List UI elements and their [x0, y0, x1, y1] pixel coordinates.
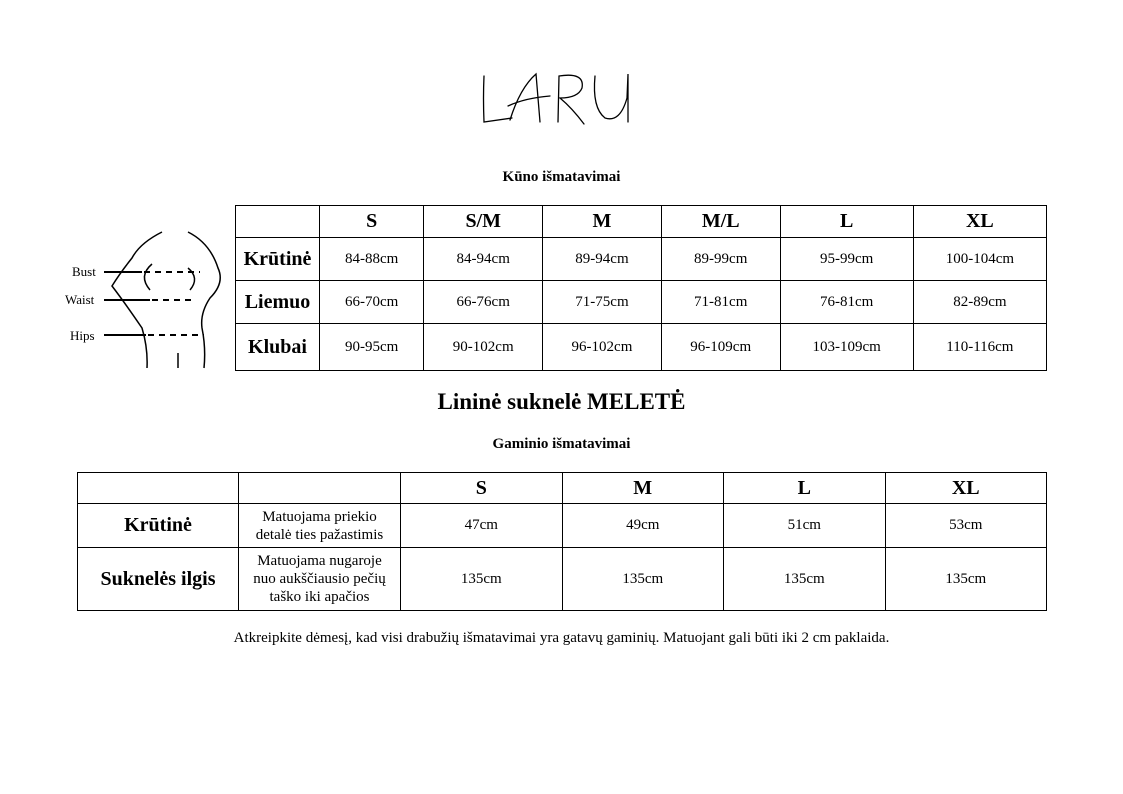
measurement-description: Matuojama nugaroje nuo aukščiausio pečių… [238, 547, 401, 611]
table-cell: 96-102cm [542, 323, 662, 371]
table-cell: 103-109cm [779, 323, 914, 371]
description-line: Matuojama priekio [262, 508, 377, 525]
product-measurements-table: S M L XL Krūtinė Matuojama priekio detal… [77, 472, 1047, 611]
description-line: nuo aukščiausio pečių [253, 571, 386, 587]
row-label: Klubai [235, 323, 320, 371]
empty-header-cell [238, 472, 401, 504]
table-cell: 90-95cm [318, 323, 425, 371]
table-cell: 66-70cm [318, 280, 425, 324]
table-row: Krūtinė 84-88cm 84-94cm 89-94cm 89-99cm … [235, 237, 1048, 281]
row-label: Krūtinė [77, 503, 239, 548]
size-header: S [400, 472, 563, 504]
table-cell: 82-89cm [912, 280, 1048, 324]
empty-header-cell [77, 472, 239, 504]
table-cell: 66-76cm [423, 280, 544, 324]
body-measurement-figure: Bust Waist Hips [60, 228, 230, 370]
table-cell: 51cm [723, 503, 886, 548]
table-cell: 84-88cm [318, 237, 425, 281]
row-label: Krūtinė [235, 237, 320, 281]
table-cell: 90-102cm [423, 323, 544, 371]
size-header: XL [884, 472, 1047, 504]
size-header: M [542, 205, 662, 238]
size-header: M/L [660, 205, 781, 238]
measurement-description: Matuojama priekio detalė ties pažastimis [238, 503, 401, 548]
table-cell: 100-104cm [912, 237, 1048, 281]
table-cell: 89-99cm [660, 237, 781, 281]
table-header-row: S M L XL [77, 472, 1047, 504]
table-row: Krūtinė Matuojama priekio detalė ties pa… [77, 503, 1047, 548]
size-header: S/M [423, 205, 544, 238]
table-cell: 135cm [723, 547, 886, 611]
product-measurements-title: Gaminio išmatavimai [492, 436, 631, 452]
table-cell: 135cm [400, 547, 563, 611]
empty-header-cell [235, 205, 320, 238]
table-cell: 96-109cm [660, 323, 781, 371]
measurement-note: Atkreipkite dėmesį, kad visi drabužių iš… [233, 630, 890, 646]
table-cell: 89-94cm [542, 237, 662, 281]
table-cell: 135cm [561, 547, 724, 611]
table-cell: 95-99cm [779, 237, 914, 281]
row-label: Liemuo [235, 280, 320, 324]
table-cell: 135cm [884, 547, 1047, 611]
description-line: taško iki apačios [269, 589, 370, 605]
size-header: S [318, 205, 425, 238]
table-cell: 84-94cm [423, 237, 544, 281]
description-line: detalė ties pažastimis [255, 526, 384, 543]
body-silhouette-icon [104, 231, 221, 369]
table-cell: 47cm [400, 503, 563, 548]
table-row: Liemuo 66-70cm 66-76cm 71-75cm 71-81cm 7… [235, 280, 1048, 324]
row-label: Suknelės ilgis [77, 547, 239, 611]
size-header: L [723, 472, 886, 504]
table-cell: 110-116cm [912, 323, 1048, 371]
table-row: Klubai 90-95cm 90-102cm 96-102cm 96-109c… [235, 323, 1048, 371]
laru-logo [482, 72, 629, 125]
size-header: L [779, 205, 914, 238]
table-cell: 71-75cm [542, 280, 662, 324]
table-cell: 49cm [561, 503, 724, 548]
waist-label: Waist [65, 292, 95, 307]
description-line: Matuojama nugaroje [257, 553, 382, 569]
table-cell: 53cm [884, 503, 1047, 548]
body-measurements-table: S S/M M M/L L XL Krūtinė 84-88cm 84-94cm… [235, 205, 1048, 371]
product-title: Lininė suknelė MELETĖ [437, 389, 686, 414]
bust-label: Bust [72, 264, 96, 279]
size-header: XL [912, 205, 1048, 238]
table-cell: 76-81cm [779, 280, 914, 324]
table-header-row: S S/M M M/L L XL [235, 205, 1048, 238]
table-row: Suknelės ilgis Matuojama nugaroje nuo au… [77, 547, 1047, 611]
size-header: M [561, 472, 724, 504]
body-measurements-title: Kūno išmatavimai [502, 169, 621, 185]
table-cell: 71-81cm [660, 280, 781, 324]
hips-label: Hips [70, 328, 95, 343]
